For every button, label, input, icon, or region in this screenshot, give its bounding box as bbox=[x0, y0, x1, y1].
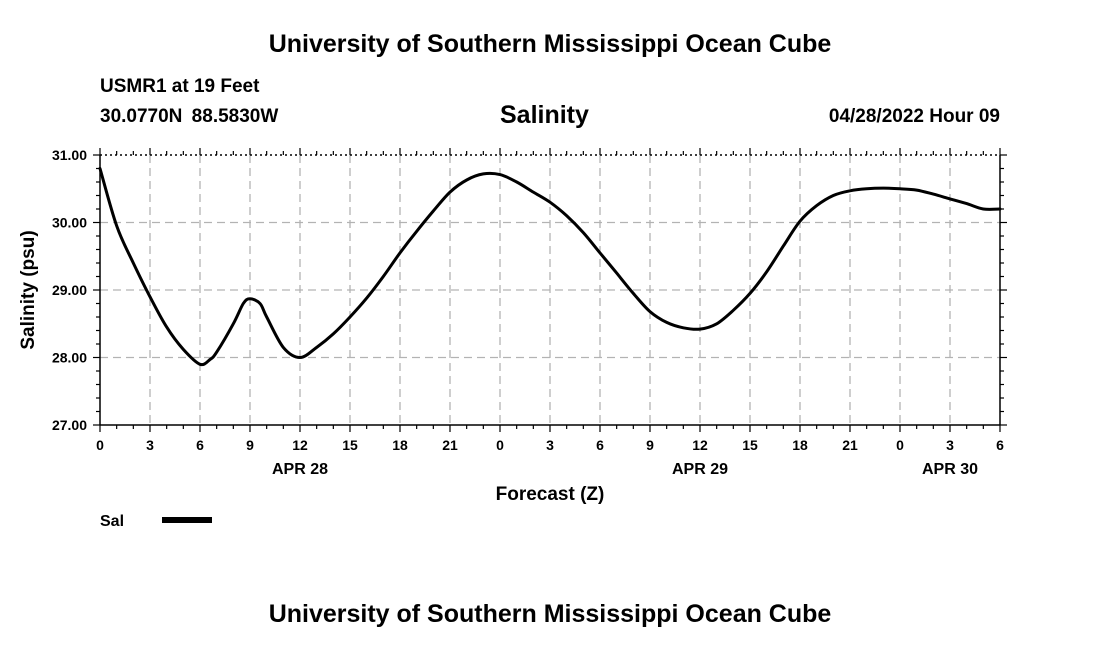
x-tick-label: 3 bbox=[546, 437, 554, 453]
y-tick-label: 31.00 bbox=[52, 147, 87, 163]
x-tick-label: 21 bbox=[442, 437, 458, 453]
station-coordinates: 30.0770N 88.5830W bbox=[100, 106, 279, 127]
footer-title: University of Southern Mississippi Ocean… bbox=[268, 600, 832, 628]
station-label: USMR1 at 19 Feet bbox=[100, 76, 260, 97]
x-tick-label: 18 bbox=[392, 437, 408, 453]
x-tick-label: 3 bbox=[946, 437, 954, 453]
x-tick-label: 9 bbox=[246, 437, 254, 453]
x-tick-label: 6 bbox=[596, 437, 604, 453]
date-label: APR 29 bbox=[672, 461, 728, 478]
x-tick-label: 18 bbox=[792, 437, 808, 453]
chart-title: Salinity bbox=[500, 101, 589, 129]
x-tick-label: 9 bbox=[646, 437, 654, 453]
x-tick-label: 21 bbox=[842, 437, 858, 453]
x-tick-label: 6 bbox=[196, 437, 204, 453]
y-axis-title: Salinity (psu) bbox=[18, 230, 39, 349]
date-label: APR 30 bbox=[922, 461, 978, 478]
x-tick-label: 0 bbox=[96, 437, 104, 453]
x-tick-label: 6 bbox=[996, 437, 1004, 453]
grid bbox=[100, 155, 1000, 425]
main-title: University of Southern Mississippi Ocean… bbox=[268, 30, 832, 58]
x-tick-label: 15 bbox=[342, 437, 358, 453]
y-tick-label: 28.00 bbox=[52, 350, 87, 366]
legend: Sal bbox=[100, 513, 212, 530]
x-tick-label: 15 bbox=[742, 437, 758, 453]
x-tick-label: 12 bbox=[692, 437, 708, 453]
x-tick-label: 12 bbox=[292, 437, 308, 453]
y-tick-label: 30.00 bbox=[52, 215, 87, 231]
date-label: APR 28 bbox=[272, 461, 328, 478]
y-tick-label: 29.00 bbox=[52, 282, 87, 298]
forecast-datetime: 04/28/2022 Hour 09 bbox=[828, 106, 1000, 127]
axis-labels: 0 3 6 9 12 15 18 21 0 3 6 9 12 15 18 21 0 3 6 27.00 28.00 29.… bbox=[18, 147, 1004, 505]
x-tick-label: 0 bbox=[896, 437, 904, 453]
x-tick-label: 3 bbox=[146, 437, 154, 453]
y-tick-label: 27.00 bbox=[52, 417, 87, 433]
axis-ticks bbox=[93, 148, 1007, 432]
x-tick-label: 0 bbox=[496, 437, 504, 453]
series-line-salinity bbox=[98, 167, 1002, 367]
legend-label: Sal bbox=[100, 513, 124, 530]
x-axis-title: Forecast (Z) bbox=[496, 484, 605, 505]
series-layer bbox=[98, 167, 1002, 367]
